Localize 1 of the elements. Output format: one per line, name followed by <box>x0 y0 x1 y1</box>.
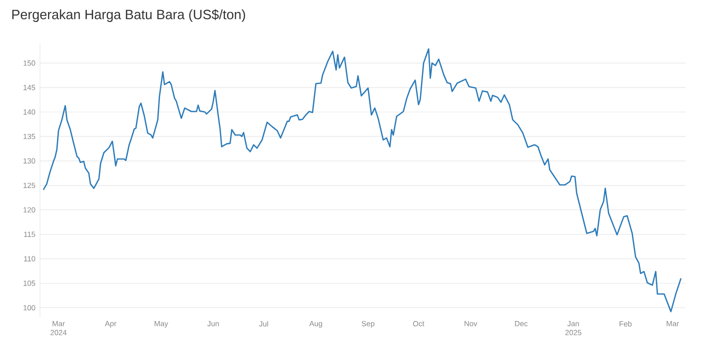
chart-title: Pergerakan Harga Batu Bara (US$/ton) <box>12 9 246 22</box>
